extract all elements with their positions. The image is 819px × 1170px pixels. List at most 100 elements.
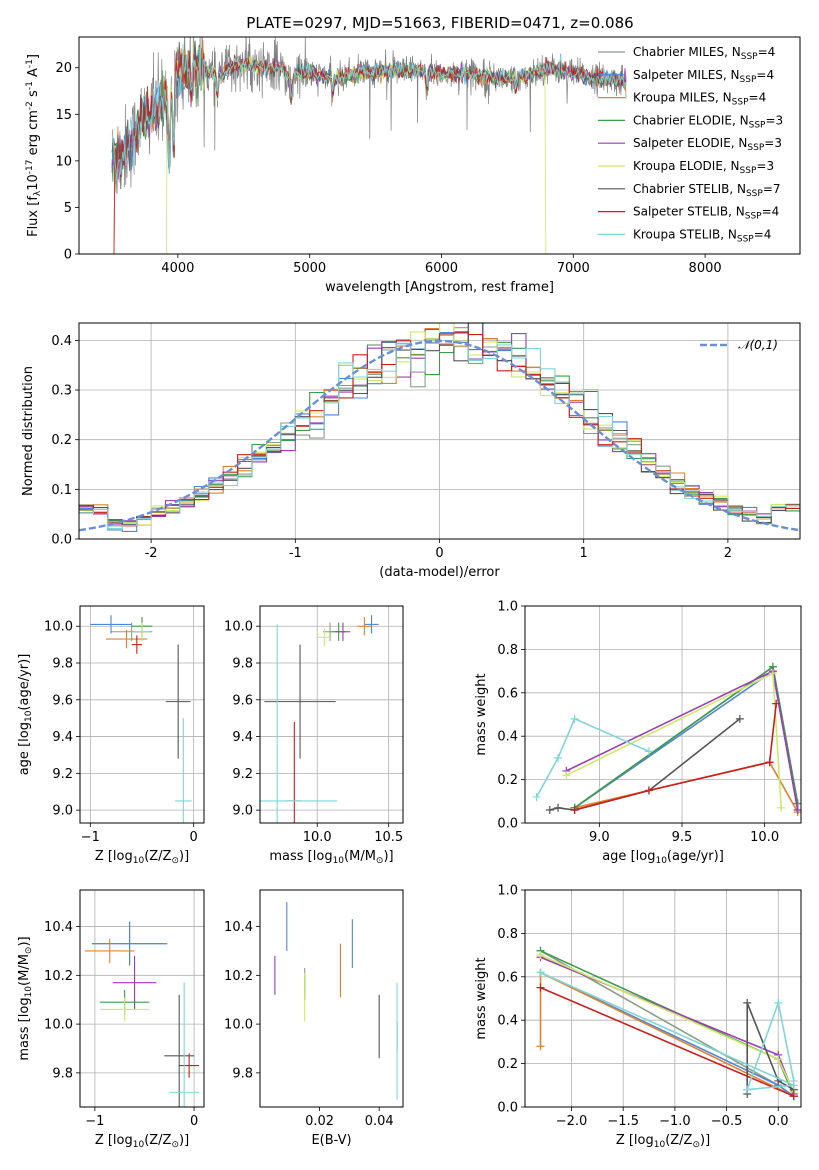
mass-weight-marker — [644, 747, 653, 756]
y-tick-label: 10 — [55, 154, 72, 169]
y-tick-label: 9.8 — [52, 1066, 73, 1081]
label-segment: A — [26, 68, 41, 81]
x-tick-label: 4000 — [161, 261, 194, 276]
mass-weight-marker — [789, 1076, 798, 1085]
plot-area — [90, 615, 192, 823]
label-segment: mass weight — [474, 957, 489, 1039]
legend-label: Salpeter STELIB, NSSP=4 — [633, 205, 779, 222]
x-tick-label: 10.0 — [303, 830, 332, 845]
axes-frame — [524, 605, 802, 824]
figure-title: PLATE=0297, MJD=51663, FIBERID=0471, z=0… — [246, 14, 633, 32]
label-segment: -17 — [25, 160, 35, 175]
legend-label: 𝒩(0,1) — [738, 338, 778, 352]
label-segment: E(B-V) — [311, 1133, 351, 1148]
y-tick-label: 0.6 — [497, 970, 518, 985]
x-tick-label: −2.0 — [556, 1114, 588, 1129]
mass-vs-ebv-panel: 0.02 0.04 9.8 10.0 10.2 10.4 E(B-V) — [224, 889, 404, 1148]
x-tick-label: −1 — [81, 830, 100, 845]
residual-histogram — [79, 341, 800, 529]
y-tick-label: 9.8 — [232, 657, 253, 672]
plot-area — [532, 662, 801, 817]
x-tick-label: -1 — [289, 546, 302, 561]
y-tick-label: 9.0 — [52, 804, 73, 819]
mass-weight-marker — [772, 699, 781, 708]
label-segment: ⊙ — [171, 1140, 179, 1150]
legend-label: Salpeter MILES, NSSP=4 — [633, 68, 774, 85]
model-spectrum-line — [113, 50, 627, 254]
legend-label: Kroupa MILES, NSSP=4 — [633, 91, 766, 108]
label-segment: (Z/Z — [144, 1133, 171, 1148]
mass-weight-line — [539, 971, 795, 1097]
axes-frame — [79, 605, 205, 824]
x-tick-label: −1.5 — [607, 1114, 639, 1129]
label-segment: )] — [179, 1133, 189, 1148]
label-segment: 10 — [24, 710, 34, 722]
axes-frame — [78, 322, 801, 540]
y-tick-label: 9.2 — [232, 767, 253, 782]
y-tick-label: 0.8 — [497, 643, 518, 658]
weight-vs-age-panel: 9.0 9.5 10.0 0.0 0.2 0.4 0.6 0.8 1.0 age [log10(a… — [474, 600, 802, 866]
residual-histogram — [79, 332, 800, 527]
y-tick-label: 9.8 — [232, 1066, 253, 1081]
legend-label: Kroupa STELIB, NSSP=4 — [633, 227, 771, 244]
mass-weight-line — [574, 703, 777, 811]
axes-frame — [259, 889, 404, 1108]
y-tick-label: 9.8 — [52, 657, 73, 672]
y-tick-label: 5 — [64, 201, 72, 216]
label-segment: )] — [179, 849, 189, 864]
mass-weight-marker — [554, 753, 563, 762]
residual-histogram — [79, 323, 800, 525]
y-tick-label: 9.4 — [232, 730, 253, 745]
x-axis-label: Z [log10(Z/Z⊙)] — [95, 1133, 189, 1150]
plot-area — [79, 323, 800, 532]
label-segment: Chabrier STELIB, N — [633, 182, 746, 196]
label-segment: Flux [f — [26, 196, 41, 237]
label-segment: (data-model)/error — [379, 565, 500, 580]
label-segment: =4 — [749, 91, 767, 105]
mass-weight-marker — [536, 1042, 545, 1051]
mass-weight-marker — [765, 758, 774, 767]
label-segment: =4 — [762, 205, 780, 219]
y-axis-label: Flux [fλ10-17 erg cm-2 s-1 A-1] — [25, 54, 43, 237]
plot-area — [84, 921, 200, 1107]
x-tick-label: -2 — [145, 546, 158, 561]
label-segment: Kroupa STELIB, N — [633, 227, 737, 241]
x-axis-label: (data-model)/error — [379, 565, 500, 580]
mass-weight-marker — [768, 669, 777, 678]
label-segment: =7 — [763, 182, 781, 196]
x-tick-label: 6000 — [425, 261, 458, 276]
label-segment: mass [log — [269, 849, 332, 864]
legend-label: Chabrier ELODIE, NSSP=3 — [633, 113, 783, 130]
y-tick-label: 0.4 — [497, 1014, 518, 1029]
axes-frame — [78, 36, 801, 255]
x-tick-label: −1.0 — [659, 1114, 691, 1129]
label-segment: SSP — [747, 143, 764, 153]
label-segment: SSP — [749, 120, 766, 130]
mass-weight-marker — [774, 1055, 783, 1064]
label-segment: =3 — [756, 159, 774, 173]
y-tick-label: 0.4 — [51, 334, 72, 349]
y-tick-label: 10.0 — [224, 620, 253, 635]
mass-weight-marker — [777, 803, 786, 812]
mass-weight-marker — [545, 805, 554, 814]
y-tick-label: 10.4 — [44, 920, 73, 935]
mass-weight-marker — [536, 983, 545, 992]
y-tick-label: 1.0 — [497, 600, 518, 615]
label-segment: SSP — [740, 75, 757, 85]
label-segment: Salpeter ELODIE, N — [633, 136, 747, 150]
x-tick-label: 10.5 — [374, 830, 403, 845]
y-tick-label: 0.3 — [51, 384, 72, 399]
y-tick-label: 0.1 — [51, 483, 72, 498]
y-tick-label: 10.0 — [44, 1018, 73, 1033]
x-axis-label: Z [log10(Z/Z⊙)] — [616, 1133, 710, 1150]
label-segment: SSP — [732, 98, 749, 108]
y-tick-label: 15 — [55, 108, 72, 123]
label-segment: 10 — [655, 856, 667, 866]
label-segment: wavelength [Angstrom, rest frame] — [325, 280, 554, 295]
x-tick-label: 9.5 — [672, 830, 693, 845]
x-axis-label: age [log10(age/yr)] — [602, 849, 724, 866]
x-tick-label: −1 — [85, 1114, 104, 1129]
y-tick-label: 10.4 — [224, 920, 253, 935]
label-segment: Normed distribution — [21, 366, 36, 496]
x-axis-label: Z [log10(Z/Z⊙)] — [95, 849, 189, 866]
